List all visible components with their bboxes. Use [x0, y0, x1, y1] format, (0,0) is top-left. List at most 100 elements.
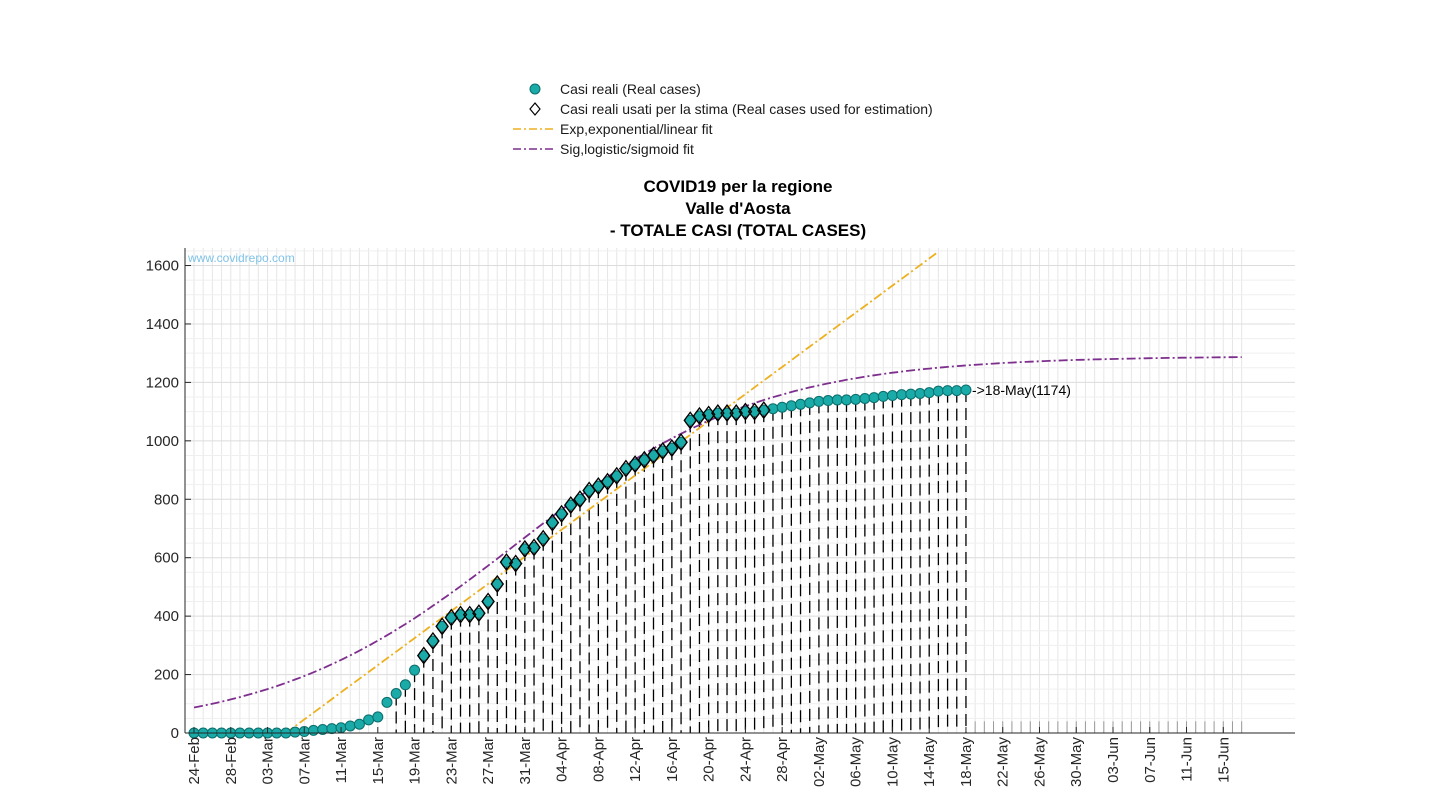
- real-case-point: [877, 390, 889, 402]
- x-tick-label: 31-Mar: [517, 737, 534, 785]
- estimation-point: [554, 504, 569, 523]
- y-tick-label: 1600: [146, 258, 179, 275]
- x-tick-label: 26-May: [1031, 737, 1048, 788]
- x-tick-label: 28-Feb: [223, 737, 240, 785]
- stems: [395, 389, 1243, 733]
- x-tick-label: 19-Mar: [407, 737, 424, 785]
- x-tick-label: 04-Apr: [554, 737, 571, 782]
- real-case-point: [436, 620, 448, 632]
- real-case-point: [418, 650, 430, 662]
- estimation-point: [416, 646, 431, 665]
- x-tick-label: 12-Apr: [627, 737, 644, 782]
- x-tick-label: 03-Mar: [260, 737, 277, 785]
- real-case-point: [482, 596, 494, 608]
- estimation-point: [499, 552, 514, 572]
- real-case-point: [372, 711, 384, 723]
- legend-label: Casi reali usati per la stima (Real case…: [560, 101, 933, 117]
- x-tick-label: 15-Mar: [370, 737, 387, 785]
- estimation-point: [453, 605, 468, 624]
- y-tick-label: 1200: [146, 374, 179, 391]
- x-tick-label: 15-Jun: [1215, 737, 1232, 783]
- estimation-point: [573, 490, 587, 509]
- x-tick-label: 06-May: [848, 737, 865, 788]
- x-tick-label: 07-Mar: [296, 737, 313, 785]
- real-case-point: [537, 533, 549, 545]
- real-case-point: [923, 387, 935, 399]
- estimation-point: [609, 466, 624, 485]
- estimation-point: [711, 403, 725, 423]
- legend-label: Sig,logistic/sigmoid fit: [560, 141, 694, 157]
- real-case-point: [896, 389, 908, 401]
- real-case-point: [675, 436, 687, 448]
- real-case-point: [574, 493, 586, 505]
- real-case-point: [629, 458, 641, 470]
- real-case-point: [491, 578, 503, 590]
- y-tick-label: 1000: [146, 433, 179, 450]
- real-case-point: [648, 449, 659, 461]
- real-case-point: [611, 470, 623, 482]
- x-tick-label: 08-Apr: [590, 737, 607, 782]
- legend-label: Exp,exponential/linear fit: [560, 121, 713, 137]
- axis-labels: 0 200 400 600 800 1000 1200 1400 1600 24-Feb 28-Fe…: [146, 258, 1233, 788]
- real-case-point: [822, 395, 834, 407]
- title-line: COVID19 per la regione: [644, 177, 833, 196]
- watermark: www.covidrepo.com: [187, 251, 295, 265]
- exp-fit-line: [285, 250, 939, 734]
- x-tick-label: 24-Apr: [737, 737, 754, 782]
- x-tick-label: 28-Apr: [774, 737, 791, 782]
- legend-label: Casi reali (Real cases): [560, 81, 701, 97]
- estimation-point: [490, 574, 505, 594]
- estimation-point: [563, 496, 578, 515]
- real-case-point: [427, 635, 439, 647]
- real-case-point: [307, 724, 319, 736]
- y-tick-label: 200: [154, 667, 179, 684]
- sigmoid-fit-line: [193, 356, 1242, 709]
- real-case-point: [795, 398, 807, 410]
- legend: Casi reali (Real cases) Casi reali usati …: [513, 81, 933, 157]
- estimation-point: [481, 592, 495, 611]
- estimation-point: [435, 617, 449, 636]
- x-tick-label: 22-May: [995, 737, 1012, 788]
- last-value-annotation: ->18-May(1174): [972, 382, 1071, 398]
- x-tick-label: 02-May: [811, 737, 828, 788]
- real-case-point: [602, 476, 614, 488]
- real-case-point: [409, 664, 421, 676]
- estimation-point: [545, 513, 560, 532]
- x-tick-label: 30-May: [1068, 737, 1085, 788]
- real-case-point: [914, 388, 926, 399]
- x-tick-label: 07-Jun: [1142, 737, 1159, 783]
- grid: www.covidrepo.com: [185, 248, 1295, 734]
- real-case-point: [344, 720, 356, 732]
- real-case-point: [390, 688, 402, 700]
- real-case-point: [592, 480, 604, 492]
- chart-title: COVID19 per la regione Valle d'Aosta - TOT…: [610, 177, 866, 240]
- x-tick-label: 11-Jun: [1179, 737, 1196, 782]
- x-tick-label: 03-Jun: [1105, 737, 1122, 783]
- y-tick-label: 1400: [146, 316, 179, 333]
- x-tick-label: 11-Mar: [333, 737, 350, 783]
- legend-marker-diamond: [529, 102, 541, 116]
- title-line: - TOTALE CASI (TOTAL CASES): [610, 221, 866, 240]
- x-tick-label: 20-Apr: [701, 737, 718, 782]
- real-case-point: [620, 463, 632, 475]
- real-case-point: [326, 723, 338, 735]
- real-case-point: [859, 392, 871, 404]
- estimation-point: [674, 433, 688, 452]
- x-tick-label: 16-Apr: [664, 737, 681, 782]
- real-case-point: [804, 397, 816, 409]
- estimation-point: [665, 439, 679, 458]
- real-case-point: [289, 726, 301, 738]
- real-case-point: [399, 679, 411, 691]
- estimation-point: [426, 631, 440, 651]
- real-case-point: [353, 718, 365, 730]
- real-case-point: [381, 696, 393, 708]
- axes: [184, 248, 1295, 734]
- x-tick-label: 24-Feb: [186, 737, 203, 785]
- estimation-point: [472, 604, 486, 623]
- real-case-point: [960, 384, 972, 396]
- real-case-point: [565, 499, 577, 511]
- real-case-point: [831, 394, 843, 406]
- estimation-point: [508, 554, 523, 573]
- x-tick-label: 18-May: [958, 737, 975, 788]
